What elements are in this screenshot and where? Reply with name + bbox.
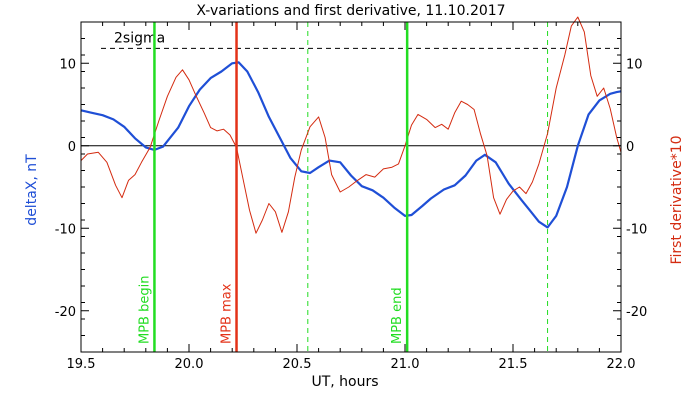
chart-title: X-variations and first derivative, 11.10… [196,3,505,19]
marker-label-2: MPB max [220,283,235,344]
y-tick-label-left: -10 [55,222,76,237]
x-tick-label: 20.5 [283,357,312,372]
y-tick-label-right: 0 [626,140,634,155]
x-axis-title: UT, hours [311,374,378,390]
threshold-label: 2sigma [114,30,165,46]
x-tick-label: 19.5 [67,357,96,372]
x-tick-label: 21.5 [499,357,528,372]
x-tick-label: 22.0 [607,357,636,372]
x-tick-label: 20.0 [175,357,204,372]
y-tick-label-left: 10 [59,57,76,72]
marker-label-1: MPB begin [137,276,152,344]
series-line-derivative [80,16,622,234]
y-axis-title-left: deltaX, nT [24,154,40,226]
y-tick-label-right: 10 [626,57,643,72]
y-tick-label-right: -20 [626,305,647,320]
y-axis-title-right: First derivative*10 [669,135,685,264]
series-line-deltaX [80,61,622,229]
marker-label-3: MPB end [390,287,405,344]
x-tick-label: 21.0 [391,357,420,372]
y-tick-label-left: 0 [68,140,76,155]
plot-frame [80,21,622,353]
plot-area: 2sigma MPB begin MPB max MPB end 19.5 20.0 20.… [55,16,647,372]
y-tick-label-right: -10 [626,222,647,237]
y-tick-label-left: -20 [55,305,76,320]
